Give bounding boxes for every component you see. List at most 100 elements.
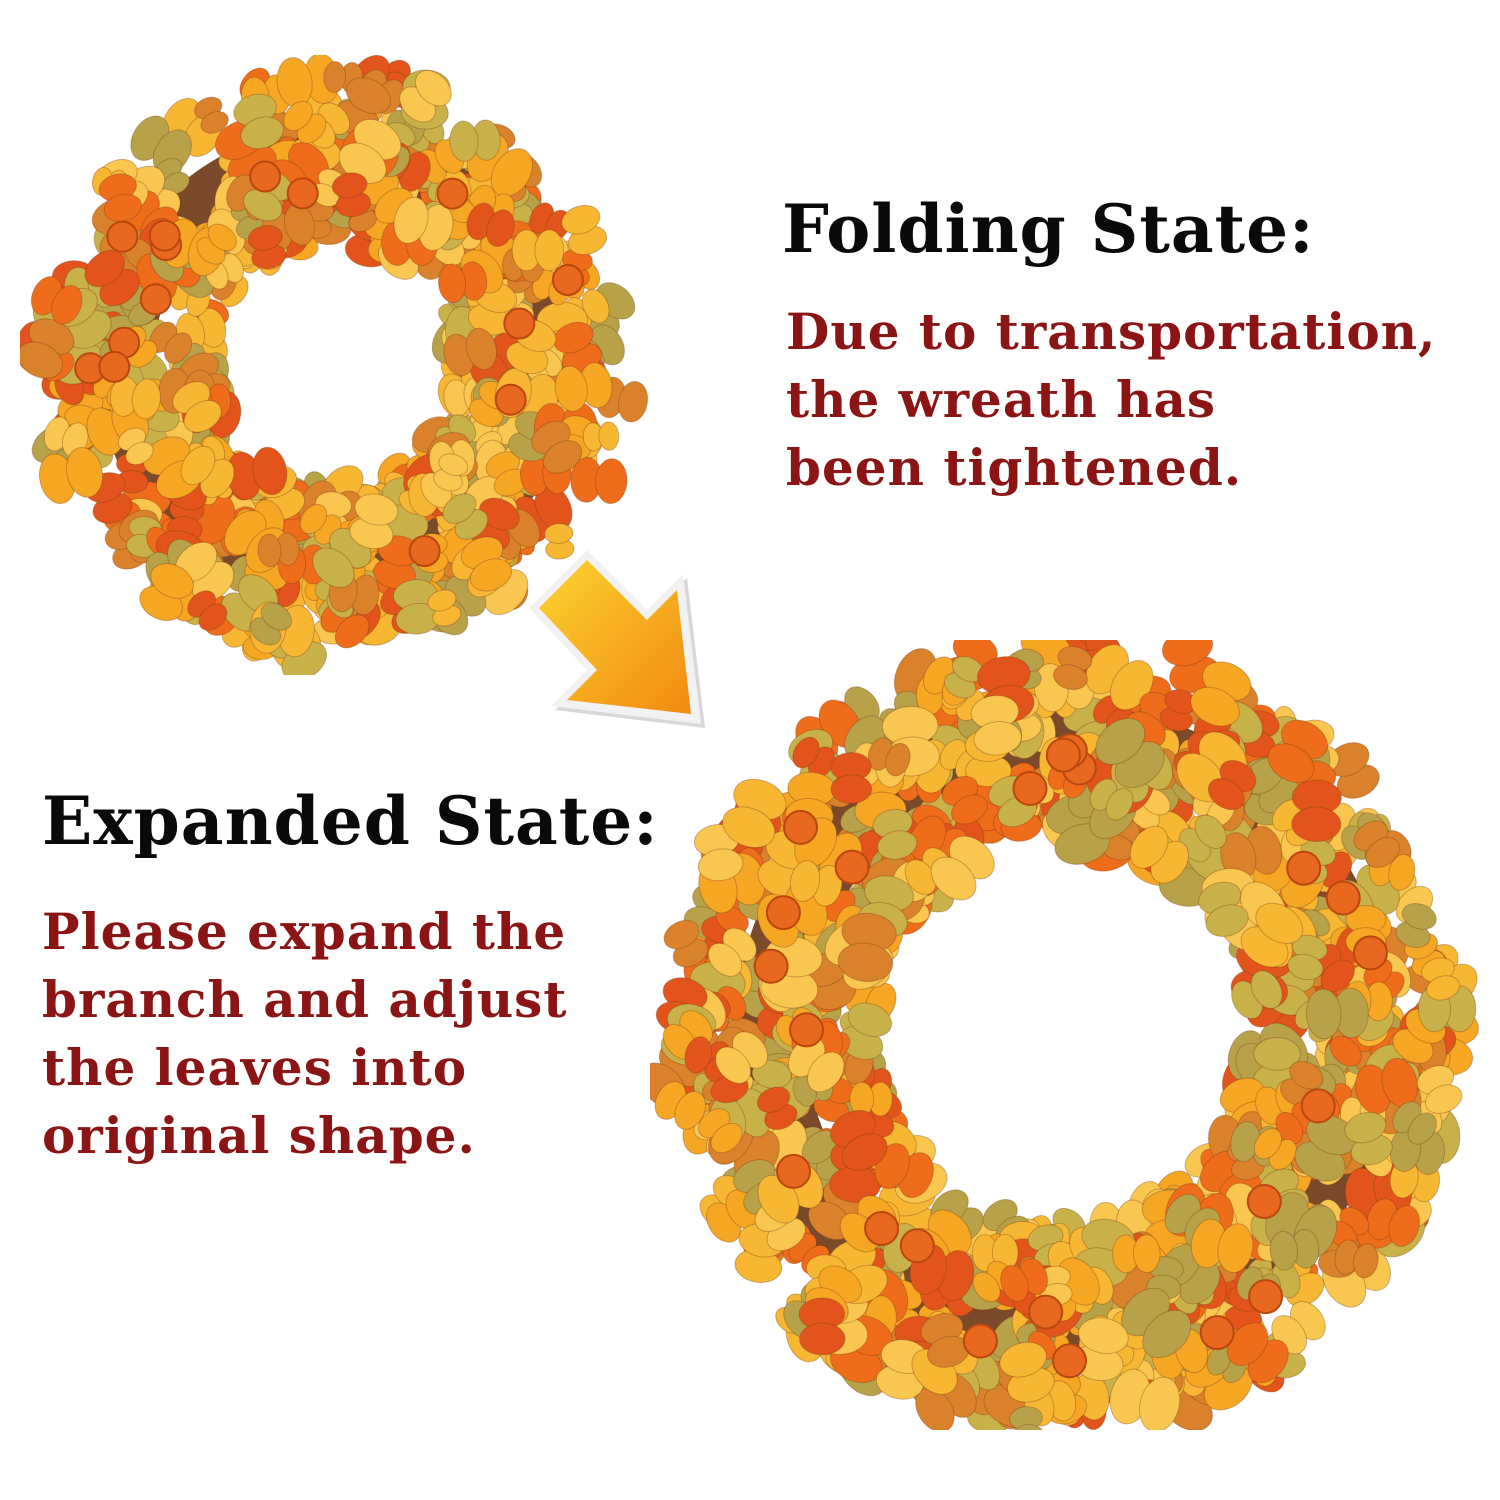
- leaf: [885, 742, 911, 777]
- leaf-cluster: [1190, 661, 1252, 727]
- mini-pumpkin: [1246, 1184, 1282, 1219]
- leaf: [103, 193, 142, 222]
- leaf-cluster: [460, 536, 513, 592]
- mini-pumpkin: [286, 177, 319, 210]
- leaf-cluster: [941, 775, 988, 825]
- leaf: [240, 116, 284, 150]
- leaf: [1320, 959, 1355, 993]
- leaf: [617, 381, 649, 423]
- leaf: [751, 1059, 792, 1089]
- leaf: [684, 1036, 713, 1074]
- leaf-cluster: [838, 1002, 893, 1061]
- leaf: [345, 77, 391, 115]
- mini-pumpkin: [962, 1323, 998, 1359]
- mini-pumpkin: [1012, 771, 1048, 806]
- leaf-cluster: [84, 249, 140, 307]
- leaf-cluster: [427, 589, 462, 627]
- leaf-cluster: [1072, 1317, 1129, 1382]
- leaf: [312, 547, 355, 588]
- leaf: [1287, 953, 1324, 981]
- leaf-cluster: [970, 695, 1022, 756]
- leaf-cluster: [693, 823, 744, 882]
- leaf: [490, 148, 533, 198]
- leaf-cluster: [830, 752, 873, 804]
- leaf-cluster: [570, 456, 628, 505]
- leaf-cluster: [1294, 1114, 1358, 1182]
- mini-pumpkin: [551, 264, 584, 296]
- leaf-cluster: [187, 590, 228, 631]
- leaf: [999, 1341, 1048, 1378]
- leaf-cluster: [756, 1086, 798, 1131]
- folding-line-3: been tightened.: [786, 438, 1243, 497]
- leaf-cluster: [1334, 1239, 1379, 1279]
- leaf-cluster: [554, 362, 613, 412]
- folded-wreath-graphic: [20, 55, 649, 675]
- leaf-cluster: [312, 527, 372, 588]
- leaf-cluster: [582, 421, 620, 452]
- leaf: [837, 942, 894, 983]
- leaf: [930, 856, 977, 901]
- leaf: [257, 533, 282, 568]
- leaf: [598, 421, 620, 451]
- leaf-cluster: [1109, 1368, 1181, 1430]
- leaf-cluster: [1095, 717, 1165, 789]
- leaf: [1255, 902, 1304, 944]
- leaf-cluster: [1129, 825, 1190, 884]
- leaf-cluster: [485, 451, 529, 497]
- mini-pumpkin: [1028, 1294, 1064, 1330]
- leaf-cluster: [654, 1081, 707, 1130]
- leaf-cluster: [331, 172, 372, 218]
- leaf: [1217, 1223, 1254, 1274]
- leaf: [478, 497, 520, 531]
- leaf: [323, 61, 347, 94]
- leaf-cluster: [466, 202, 515, 247]
- leaf: [1190, 686, 1240, 727]
- expanded-state-heading: Expanded State:: [42, 782, 659, 860]
- leaf-cluster: [283, 100, 327, 144]
- leaf-cluster: [531, 420, 583, 474]
- leaf-cluster: [837, 912, 897, 983]
- leaf: [1344, 1111, 1387, 1144]
- leaf-cluster: [1326, 742, 1380, 799]
- leaf-cluster: [349, 493, 399, 550]
- leaf: [553, 321, 594, 354]
- leaf-cluster: [789, 860, 843, 907]
- leaf: [1142, 1309, 1192, 1359]
- leaf: [847, 1002, 893, 1037]
- leaf-cluster: [437, 261, 488, 304]
- leaf: [437, 263, 467, 304]
- leaf: [486, 209, 515, 247]
- leaf: [554, 365, 588, 412]
- leaf-cluster: [544, 523, 575, 560]
- leaf-cluster: [149, 321, 193, 364]
- mini-pumpkin: [765, 895, 801, 931]
- leaf: [283, 100, 313, 132]
- leaf: [260, 602, 292, 631]
- leaf-cluster: [1089, 778, 1134, 821]
- leaf-cluster: [1190, 1218, 1254, 1274]
- leaf: [715, 1046, 752, 1084]
- leaf-cluster: [1366, 1198, 1420, 1247]
- leaf: [1105, 788, 1134, 821]
- leaf: [247, 225, 283, 251]
- leaf: [183, 400, 222, 433]
- folding-state-heading: Folding State:: [782, 190, 1315, 268]
- leaf: [299, 503, 328, 535]
- leaf: [799, 1322, 846, 1356]
- leaf: [710, 1122, 743, 1154]
- leaf: [973, 721, 1022, 756]
- leaf: [544, 523, 574, 544]
- leaf: [1078, 1317, 1129, 1355]
- mini-pumpkin: [789, 1012, 824, 1048]
- leaf-cluster: [1353, 820, 1400, 868]
- leaf: [697, 848, 744, 882]
- mini-pumpkin: [106, 220, 139, 253]
- leaf-cluster: [139, 563, 194, 622]
- leaf: [131, 378, 161, 420]
- leaf: [1267, 743, 1315, 783]
- leaf-cluster: [1000, 1257, 1048, 1302]
- leaf-cluster: [561, 204, 608, 256]
- mini-pumpkin: [249, 160, 282, 193]
- leaf-cluster: [943, 655, 985, 699]
- leaf-cluster: [1240, 902, 1304, 968]
